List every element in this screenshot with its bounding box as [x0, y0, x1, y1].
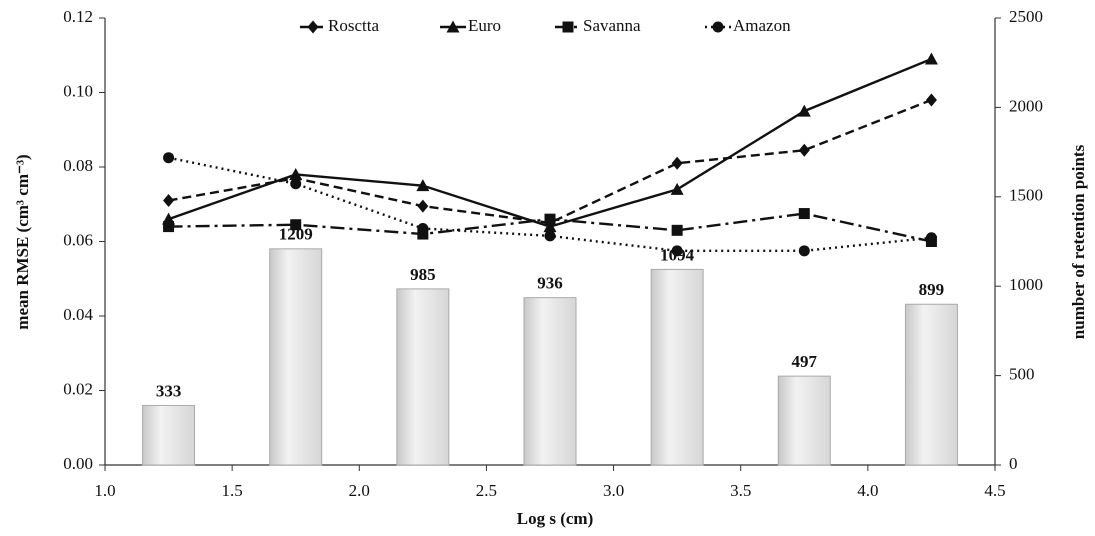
- legend-label: Euro: [468, 16, 501, 35]
- bar-value-label: 899: [919, 280, 945, 299]
- y-tick-label: 0.02: [63, 379, 93, 398]
- y-axis-title: mean RMSE (cm³ cm⁻³): [13, 154, 32, 329]
- point: [671, 245, 683, 257]
- x-tick-label: 4.5: [984, 481, 1005, 500]
- y2-tick-label: 1500: [1009, 186, 1043, 205]
- bar: [142, 404, 196, 466]
- x-tick-label: 2.5: [476, 481, 497, 500]
- y-tick-label: 0.00: [63, 454, 93, 473]
- point: [543, 220, 557, 233]
- point: [417, 228, 429, 240]
- point: [290, 178, 302, 190]
- bar: [269, 248, 323, 466]
- bar-value-label: 1209: [279, 225, 313, 244]
- legend-marker: [562, 21, 574, 33]
- point: [544, 230, 556, 242]
- point: [798, 208, 810, 220]
- y2-tick-label: 2500: [1009, 7, 1043, 26]
- legend-marker: [307, 20, 319, 34]
- bar: [523, 297, 577, 466]
- x-tick-label: 3.5: [730, 481, 751, 500]
- legend-marker: [446, 20, 460, 33]
- point: [798, 245, 810, 257]
- y2-tick-label: 2000: [1009, 96, 1043, 115]
- point: [671, 224, 683, 236]
- y-tick-label: 0.08: [63, 156, 93, 175]
- legend-marker: [712, 21, 724, 33]
- y2-axis-title: number of retention points: [1069, 144, 1088, 339]
- y2-tick-label: 1000: [1009, 275, 1043, 294]
- x-tick-label: 1.5: [222, 481, 243, 500]
- y2-tick-label: 0: [1009, 454, 1018, 473]
- point: [290, 219, 302, 231]
- x-tick-label: 2.0: [349, 481, 370, 500]
- point: [797, 104, 811, 117]
- x-tick-label: 3.0: [603, 481, 624, 500]
- x-tick-label: 4.0: [857, 481, 878, 500]
- bar: [777, 375, 831, 466]
- point: [924, 52, 938, 65]
- line: [168, 57, 932, 228]
- point: [798, 143, 810, 157]
- point: [289, 167, 303, 180]
- point: [544, 213, 556, 225]
- x-axis-title: Log s (cm): [517, 509, 593, 528]
- point: [416, 179, 430, 192]
- legend-label: Amazon: [733, 16, 791, 35]
- bar: [396, 288, 450, 466]
- bar: [650, 268, 704, 466]
- bar-value-label: 497: [792, 352, 818, 371]
- bar: [904, 303, 958, 466]
- bar-value-label: 333: [156, 381, 182, 400]
- x-tick-label: 1.0: [94, 481, 115, 500]
- point: [925, 232, 937, 244]
- legend-label: Savanna: [583, 16, 641, 35]
- point: [417, 222, 429, 234]
- y-tick-label: 0.12: [63, 7, 93, 26]
- point: [163, 221, 175, 233]
- point: [163, 194, 175, 208]
- y-tick-label: 0.04: [63, 305, 93, 324]
- point: [417, 199, 429, 213]
- point: [670, 182, 684, 195]
- y-tick-label: 0.10: [63, 81, 93, 100]
- y2-tick-label: 500: [1009, 365, 1035, 384]
- point: [925, 93, 937, 107]
- line: [168, 98, 932, 225]
- bar-value-label: 985: [410, 265, 436, 284]
- y-tick-label: 0.06: [63, 230, 93, 249]
- legend-label: Rosctta: [328, 16, 379, 35]
- point: [671, 156, 683, 170]
- bar-value-label: 936: [537, 274, 563, 293]
- point: [163, 152, 175, 164]
